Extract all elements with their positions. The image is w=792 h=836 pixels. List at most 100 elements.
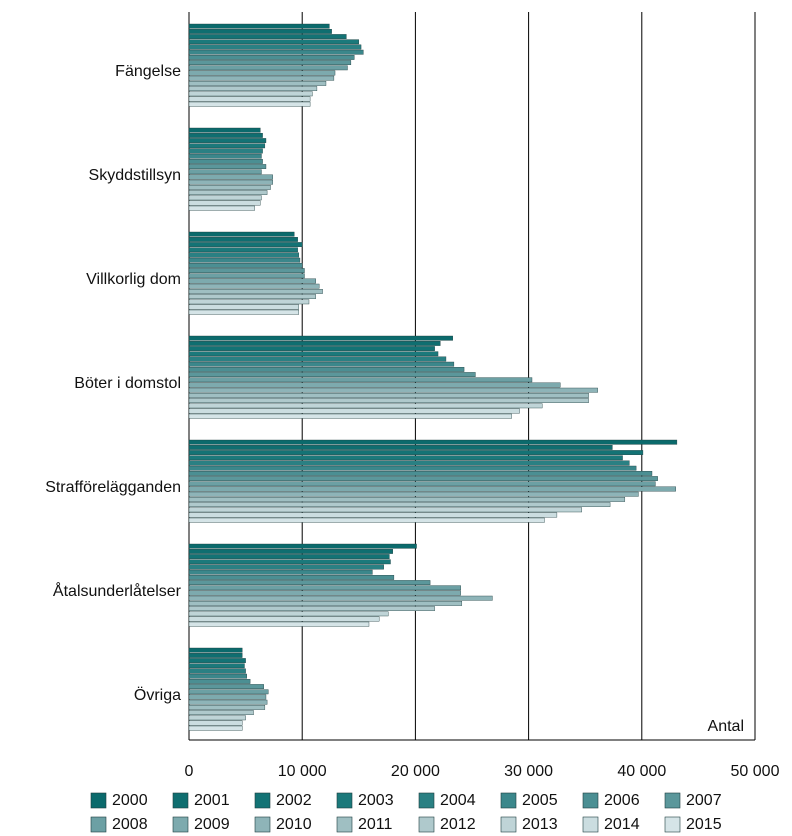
legend-label: 2014	[604, 816, 640, 833]
bar	[188, 174, 273, 180]
bar	[188, 554, 390, 560]
bar	[188, 289, 323, 294]
bar	[188, 543, 417, 549]
x-tick-label: 10 000	[278, 763, 327, 780]
legend-swatch	[664, 792, 681, 809]
bar	[188, 257, 301, 263]
bar	[188, 699, 268, 705]
bar	[188, 195, 262, 201]
bar	[188, 460, 630, 466]
bar	[188, 132, 263, 138]
legend-swatch	[418, 792, 435, 809]
y-tick-label: Skyddstillsyn	[89, 167, 181, 184]
legend-label: 2009	[194, 816, 230, 833]
legend-label: 2003	[358, 792, 394, 809]
legend-label: 2008	[112, 816, 148, 833]
bar	[188, 367, 465, 372]
legend-swatch	[254, 816, 271, 833]
bar	[188, 55, 355, 60]
bar	[188, 408, 520, 414]
bar	[188, 252, 300, 258]
legend-swatch	[418, 816, 435, 833]
bar	[188, 382, 561, 388]
bar	[188, 75, 335, 81]
bar	[188, 559, 391, 565]
legend-label: 2015	[686, 816, 722, 833]
bar	[188, 23, 330, 29]
bar	[188, 184, 271, 190]
y-tick-label: Böter i domstol	[74, 375, 181, 392]
legend-label: 2010	[276, 816, 312, 833]
bar	[188, 710, 254, 716]
x-tick-label: 0	[185, 763, 194, 780]
bar	[188, 351, 439, 357]
legend-swatch	[336, 816, 353, 833]
bar	[188, 34, 347, 40]
x-tick-label: 40 000	[617, 763, 666, 780]
legend-label: 2000	[112, 792, 148, 809]
bar	[188, 179, 273, 185]
bar	[188, 507, 583, 513]
bar	[188, 86, 318, 92]
bar	[188, 668, 246, 674]
legend-swatch	[582, 792, 599, 809]
bar	[188, 512, 558, 518]
bar	[188, 309, 300, 315]
x-tick-label: 20 000	[391, 763, 440, 780]
bar	[188, 341, 441, 346]
bar	[188, 278, 316, 284]
bar	[188, 148, 263, 154]
bar	[188, 398, 589, 403]
legend-label: 2013	[522, 816, 558, 833]
bar	[188, 647, 243, 653]
y-tick-label: Strafförelägganden	[45, 479, 181, 496]
bar	[188, 393, 589, 398]
bar	[188, 720, 243, 726]
bar	[188, 80, 327, 86]
bar	[188, 684, 264, 690]
bar	[188, 236, 298, 242]
bar	[188, 575, 395, 580]
bar	[188, 138, 267, 143]
bar	[188, 658, 246, 664]
bar	[188, 335, 453, 341]
bar	[188, 601, 463, 606]
legend-label: 2011	[358, 816, 393, 833]
bar	[188, 101, 311, 107]
bar	[188, 273, 305, 279]
legend-swatch	[500, 816, 517, 833]
bar	[188, 606, 435, 612]
bar	[188, 263, 303, 268]
bar	[188, 486, 676, 492]
bar	[188, 304, 300, 310]
y-tick-label: Övriga	[134, 686, 181, 704]
legend-label: 2007	[686, 792, 722, 809]
x-tick-label: 30 000	[504, 763, 553, 780]
bar	[188, 299, 310, 305]
bar	[188, 361, 455, 367]
bar	[188, 497, 626, 502]
bar	[188, 49, 364, 55]
legend-swatch	[254, 792, 271, 809]
legend-label: 2012	[440, 816, 476, 833]
legend-swatch	[664, 816, 681, 833]
bar	[188, 91, 313, 97]
legend-swatch	[90, 816, 107, 833]
bar	[188, 29, 332, 34]
bar	[188, 611, 389, 617]
bar	[188, 653, 243, 658]
bar	[188, 663, 245, 669]
bar	[188, 580, 431, 586]
bar	[188, 471, 653, 476]
bar	[188, 205, 255, 211]
bar	[188, 153, 262, 159]
bar	[188, 595, 493, 601]
bar	[188, 127, 261, 133]
bar	[188, 455, 623, 461]
bar	[188, 377, 533, 383]
bar	[188, 96, 311, 102]
bar	[188, 715, 246, 721]
bar	[188, 242, 303, 247]
bar	[188, 590, 461, 596]
bar	[188, 60, 352, 66]
